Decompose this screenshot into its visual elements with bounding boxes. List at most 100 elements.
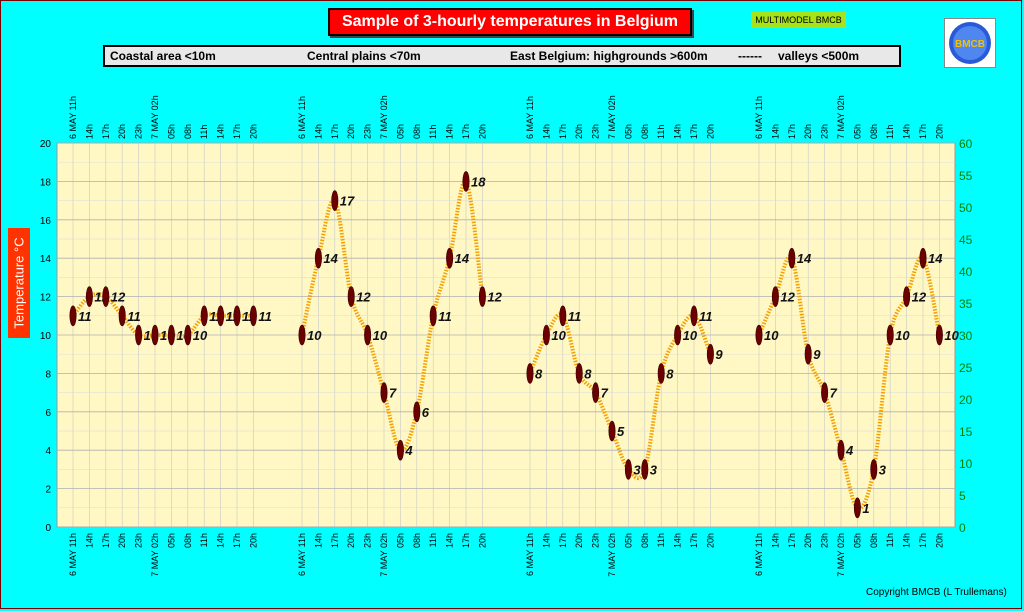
data-point-marker [886,324,894,346]
x-tick-label-top: 7 MAY 02h [150,95,160,139]
data-point-marker [641,459,649,480]
logo-text: BMCB [955,39,985,50]
data-point-marker [804,343,812,365]
x-tick-label-top: 6 MAY 11h [525,96,535,139]
data-label: 11 [438,309,452,324]
data-label: 14 [323,251,338,266]
data-point-marker [853,497,861,519]
data-label: 12 [111,290,126,305]
data-label: 10 [683,328,698,343]
data-label: 10 [551,328,566,343]
x-tick-label-bottom: 17h [787,533,797,548]
data-label: 14 [797,251,812,266]
legend-valleys: valleys <500m [778,49,860,63]
x-tick-label-bottom: 23h [591,533,601,548]
x-tick-label-top: 05h [852,124,862,139]
y2-tick-label: 40 [959,265,973,279]
legend-coastal: Coastal area <10m [110,49,216,63]
x-tick-label-top: 14h [673,124,683,139]
x-tick-label-bottom: 14h [673,533,683,548]
x-tick-label-bottom: 14h [902,533,912,548]
y-tick-label: 6 [45,408,51,419]
x-tick-label-top: 11h [885,125,895,139]
x-tick-label-top: 11h [428,125,438,139]
y2-tick-label: 35 [959,297,973,311]
region-legend: Coastal area <10m Central plains <70m Ea… [103,45,901,67]
data-point-marker [314,247,322,269]
x-tick-label-top: 14h [770,124,780,139]
x-tick-label-top: 14h [541,124,551,139]
x-tick-label-top: 20h [705,124,715,139]
x-tick-label-top: 14h [902,124,912,139]
x-tick-label-top: 05h [623,124,633,139]
x-tick-label-bottom: 17h [689,533,699,548]
y-tick-label: 0 [45,523,51,534]
y2-tick-label: 10 [959,457,973,471]
y-tick-label: 4 [45,446,51,457]
x-tick-label-bottom: 08h [183,533,193,548]
y-tick-label: 14 [40,254,52,265]
data-label: 17 [340,194,355,209]
data-point-marker [69,305,77,327]
data-label: 9 [813,347,821,362]
x-tick-label-top: 6 MAY 11h [754,96,764,139]
chart-title: Sample of 3-hourly temperatures in Belgi… [328,8,692,36]
legend-east: East Belgium: highgrounds >600m [510,49,708,63]
y2-tick-label: 20 [959,393,973,407]
x-tick-label-top: 20h [574,124,584,139]
data-point-marker [690,305,698,327]
y2-tick-label: 5 [959,489,966,503]
data-label: 12 [487,290,502,305]
x-tick-label-bottom: 23h [820,533,830,548]
data-point-marker [347,286,355,307]
y-axis-label-box: Temperature °C [8,228,30,338]
data-label: 10 [373,328,388,343]
x-tick-label-bottom: 20h [574,533,584,548]
data-point-marker [771,286,779,307]
data-label: 3 [879,462,887,477]
x-tick-label-bottom: 20h [934,533,944,548]
x-tick-label-top: 08h [640,124,650,139]
x-tick-label-top: 20h [934,124,944,139]
x-tick-label-bottom: 17h [558,533,568,548]
data-label: 12 [780,290,795,305]
data-point-marker [429,305,437,327]
data-point-marker [674,324,682,346]
legend-central: Central plains <70m [307,49,421,63]
y-tick-label: 8 [45,369,51,380]
data-point-marker [413,401,421,423]
y-tick-label: 12 [40,293,52,304]
x-tick-label-bottom: 6 MAY 11h [297,533,307,576]
x-tick-label-top: 23h [820,124,830,139]
data-point-marker [200,305,208,327]
x-tick-label-bottom: 17h [101,533,111,548]
x-tick-label-bottom: 08h [412,533,422,548]
data-label: 11 [258,309,272,324]
x-tick-label-bottom: 6 MAY 11h [754,533,764,576]
model-badge: MULTIMODEL BMCB [751,12,846,28]
data-label: 8 [535,366,543,381]
data-point-marker [118,305,126,327]
x-tick-label-bottom: 14h [216,533,226,548]
data-point-marker [364,324,372,346]
data-point-marker [151,324,159,346]
data-point-marker [575,363,583,384]
data-label: 14 [928,251,943,266]
data-point-marker [903,286,911,307]
x-tick-label-bottom: 20h [803,533,813,548]
data-point-marker [102,286,110,307]
x-tick-label-bottom: 14h [770,533,780,548]
x-tick-label-top: 17h [461,124,471,139]
x-tick-label-bottom: 7 MAY 02h [150,533,160,577]
data-point-marker [608,420,616,442]
x-tick-label-bottom: 7 MAY 02h [607,533,617,577]
data-point-marker [184,324,192,346]
x-tick-label-bottom: 6 MAY 11h [525,533,535,576]
data-label: 5 [617,424,625,439]
data-point-marker [85,286,93,307]
x-tick-label-top: 7 MAY 02h [836,95,846,139]
data-point-marker [837,439,845,461]
x-tick-label-bottom: 14h [541,533,551,548]
data-label: 6 [422,405,430,420]
